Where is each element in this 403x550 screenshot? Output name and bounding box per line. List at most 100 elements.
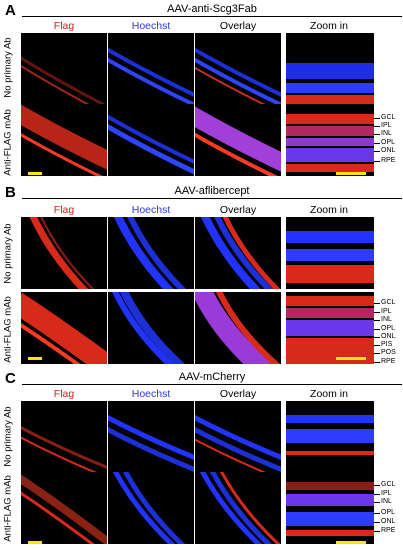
layer-leader-line [374,312,380,313]
layer-leader-line [374,353,380,354]
panel-a: A AAV-anti-Scg3Fab Flag Hoechst Overlay … [0,0,403,182]
layer-label-onl: ONL [381,518,396,525]
panel-letter: A [5,2,16,19]
micrograph-overlay-anti-flag [195,472,281,544]
micrograph-hoechst-no-primary [108,401,194,473]
panel-c: C AAV-mCherry Flag Hoechst Overlay Zoom … [0,368,403,550]
panel-letter: C [5,370,16,387]
micrograph-hoechst-no-primary [108,33,194,105]
layer-label-opl: OPL [381,509,396,516]
title-rule [22,16,402,17]
micrograph-zoom-no-primary [286,33,374,105]
panel-letter: B [5,184,16,201]
layer-label-gcl: GCL [381,299,396,306]
layer-label-onl: ONL [381,147,396,154]
layer-leader-line [374,522,380,523]
column-label-flag: Flag [53,204,75,216]
panel-title: AAV-aflibercept [174,185,250,197]
scale-bar [336,541,366,544]
column-label-zoom: Zoom in [310,204,348,216]
layer-label-gcl: GCL [381,114,396,121]
layer-label-pis: PIS [381,341,393,348]
row-label-no-primary: No primary Ab [2,37,14,98]
column-label-hoechst: Hoechst [131,204,171,216]
micrograph-flag-no-primary [21,217,107,289]
layer-leader-line [374,143,380,144]
layer-leader-line [374,151,380,152]
layer-label-ipl: IPL [381,122,392,129]
layer-label-opl: OPL [381,139,396,146]
layer-leader-line [374,303,380,304]
layer-leader-line [374,485,380,486]
scale-bar [28,172,42,175]
layer-leader-line [374,345,380,346]
panel-title: AAV-anti-Scg3Fab [167,3,257,15]
layer-label-inl: INL [381,316,392,323]
micrograph-zoom-no-primary [286,217,374,289]
micrograph-hoechst-anti-flag [108,292,194,364]
column-label-overlay: Overlay [219,204,257,216]
layer-leader-line [374,337,380,338]
row-label-no-primary: No primary Ab [2,406,14,467]
layer-leader-line [374,513,380,514]
layer-label-ipl: IPL [381,308,392,315]
layer-leader-line [374,531,380,532]
micrograph-zoom-anti-flag [286,104,374,176]
micrograph-flag-no-primary [21,33,107,105]
column-label-overlay: Overlay [219,388,257,400]
column-label-overlay: Overlay [219,20,257,32]
micrograph-overlay-anti-flag [195,104,281,176]
layer-label-pos: POS [381,349,396,356]
micrograph-overlay-no-primary [195,33,281,105]
layer-leader-line [374,118,380,119]
layer-leader-line [374,134,380,135]
micrograph-hoechst-anti-flag [108,472,194,544]
layer-label-rpe: RPE [381,358,396,365]
micrograph-zoom-no-primary [286,401,374,473]
micrograph-hoechst-no-primary [108,217,194,289]
layer-label-rpe: RPE [381,157,396,164]
micrograph-flag-anti-flag [21,104,107,176]
micrograph-flag-anti-flag [21,472,107,544]
panel-title: AAV-mCherry [178,371,246,383]
title-rule [22,384,402,385]
column-label-flag: Flag [53,388,75,400]
scale-bar [336,357,366,360]
micrograph-overlay-no-primary [195,217,281,289]
column-label-zoom: Zoom in [310,388,348,400]
layer-label-inl: INL [381,130,392,137]
scale-bar [28,357,42,360]
micrograph-overlay-anti-flag [195,292,281,364]
micrograph-zoom-anti-flag [286,472,374,544]
column-label-hoechst: Hoechst [131,20,171,32]
micrograph-hoechst-anti-flag [108,104,194,176]
layer-label-opl: OPL [381,325,396,332]
layer-leader-line [374,161,380,162]
scale-bar [28,541,42,544]
micrograph-overlay-no-primary [195,401,281,473]
column-label-flag: Flag [53,20,75,32]
layer-leader-line [374,320,380,321]
micrograph-zoom-anti-flag [286,292,374,364]
layer-label-rpe: RPE [381,527,396,534]
layer-leader-line [374,362,380,363]
row-label-anti-flag: Anti-FLAG mAb [2,475,14,542]
title-rule [22,198,402,199]
row-label-anti-flag: Anti-FLAG mAb [2,296,14,363]
layer-leader-line [374,494,380,495]
row-label-no-primary: No primary Ab [2,223,14,284]
layer-label-inl: INL [381,498,392,505]
panel-b: B AAV-aflibercept Flag Hoechst Overlay Z… [0,182,403,368]
layer-label-onl: ONL [381,333,396,340]
micrograph-flag-anti-flag [21,292,107,364]
column-label-hoechst: Hoechst [131,388,171,400]
micrograph-flag-no-primary [21,401,107,473]
row-label-anti-flag: Anti-FLAG mAb [2,109,14,176]
layer-label-gcl: GCL [381,481,396,488]
layer-leader-line [374,502,380,503]
layer-leader-line [374,126,380,127]
layer-label-ipl: IPL [381,490,392,497]
column-label-zoom: Zoom in [310,20,348,32]
scale-bar [336,172,366,175]
layer-leader-line [374,329,380,330]
